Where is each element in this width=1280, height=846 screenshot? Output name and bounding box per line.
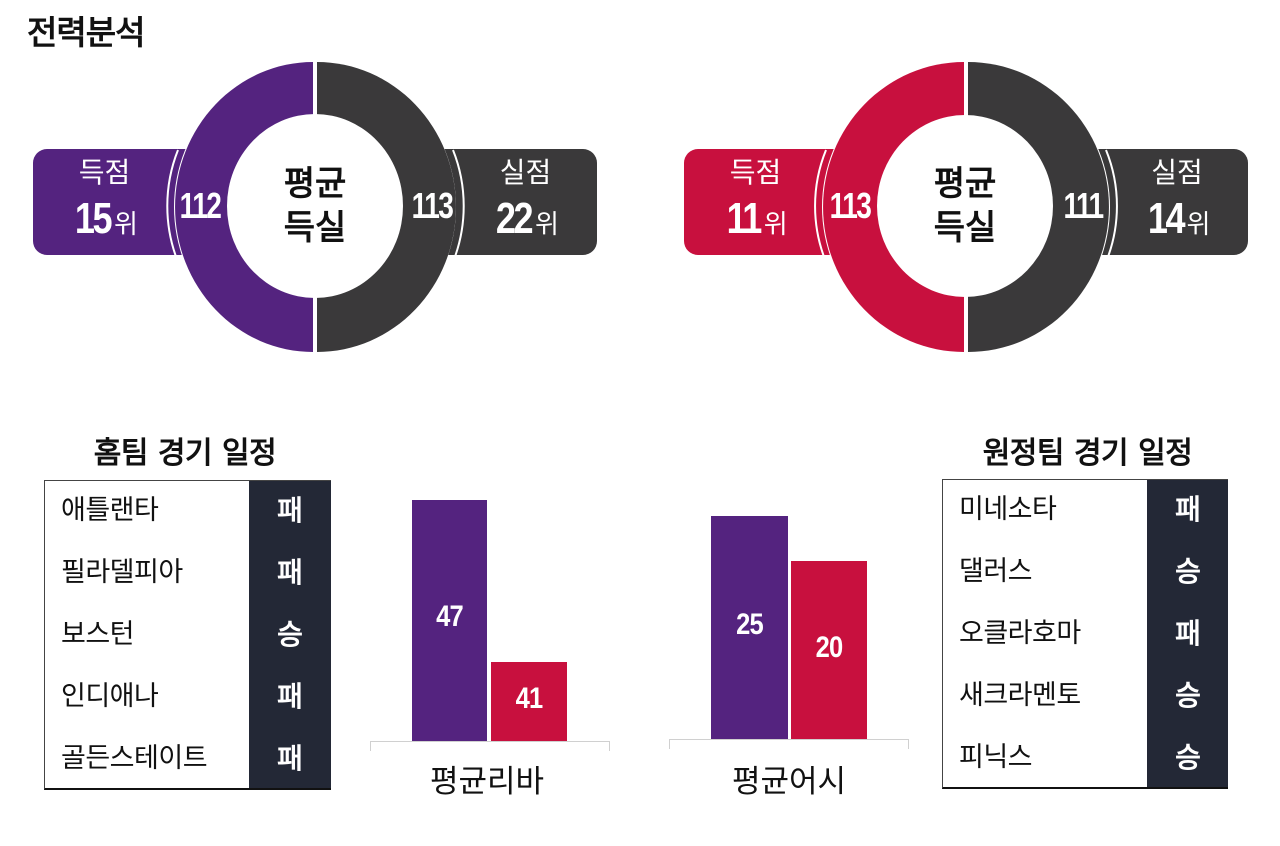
game-result: 패 bbox=[277, 680, 303, 713]
game-result: 승 bbox=[1175, 741, 1201, 774]
home-rebounds-bar: 47 bbox=[412, 500, 487, 741]
schedule-row: 미네소타 패 bbox=[943, 480, 1228, 542]
game-result: 승 bbox=[277, 618, 303, 651]
scored-label: 득점 bbox=[729, 156, 782, 189]
scored-label: 득점 bbox=[78, 156, 131, 189]
game-result: 패 bbox=[277, 742, 303, 775]
away-donut bbox=[814, 60, 1118, 354]
opponent-name: 댈러스 bbox=[959, 556, 1033, 587]
game-result: 승 bbox=[1175, 679, 1201, 712]
home-scored-value: 112 bbox=[179, 185, 222, 226]
scored-rank: 11 위 bbox=[726, 194, 788, 243]
schedule-row: 새크라멘토 승 bbox=[943, 666, 1228, 728]
scored-rank: 15 위 bbox=[74, 194, 138, 243]
opponent-name: 새크라멘토 bbox=[959, 680, 1081, 711]
schedule-row: 골든스테이트 패 bbox=[45, 729, 331, 791]
result-column bbox=[249, 481, 331, 788]
game-result: 패 bbox=[277, 494, 303, 527]
home-donut bbox=[166, 60, 465, 354]
opponent-name: 인디애나 bbox=[61, 681, 159, 712]
schedule-row: 인디애나 패 bbox=[45, 667, 331, 729]
home-schedule-title: 홈팀 경기 일정 bbox=[93, 436, 277, 471]
game-result: 패 bbox=[1175, 493, 1201, 526]
opponent-name: 오클라호마 bbox=[959, 618, 1081, 649]
allowed-label: 실점 bbox=[499, 156, 552, 189]
away-schedule-title: 원정팀 경기 일정 bbox=[982, 436, 1193, 471]
x-axis bbox=[370, 741, 610, 751]
away-schedule-table: 미네소타 패 댈러스 승 오클라호마 패 새크라멘토 승 피닉스 승 bbox=[942, 479, 1228, 789]
away-allowed-value: 111 bbox=[1063, 185, 1104, 226]
game-result: 승 bbox=[1175, 555, 1201, 588]
schedule-row: 필라델피아 패 bbox=[45, 543, 331, 605]
away-ring-center-label: 평균 득실 bbox=[933, 164, 997, 248]
result-column bbox=[1147, 480, 1228, 787]
schedule-row: 댈러스 승 bbox=[943, 542, 1228, 604]
allowed-label: 실점 bbox=[1151, 156, 1203, 189]
assists-label: 평균어시 bbox=[731, 764, 847, 800]
home-assists-bar: 25 bbox=[711, 516, 788, 739]
opponent-name: 피닉스 bbox=[959, 742, 1033, 773]
schedule-row: 오클라호마 패 bbox=[943, 604, 1228, 666]
game-result: 패 bbox=[277, 556, 303, 589]
allowed-rank: 22 위 bbox=[495, 194, 559, 243]
opponent-name: 필라델피아 bbox=[61, 557, 183, 588]
schedule-row: 애틀랜타 패 bbox=[45, 481, 331, 543]
away-rebounds-bar: 41 bbox=[491, 662, 567, 741]
schedule-row: 보스턴 승 bbox=[45, 605, 331, 667]
away-assists-bar: 20 bbox=[791, 561, 867, 739]
x-axis bbox=[669, 739, 909, 749]
opponent-name: 보스턴 bbox=[61, 619, 135, 650]
opponent-name: 골든스테이트 bbox=[61, 743, 208, 774]
schedule-row: 피닉스 승 bbox=[943, 728, 1228, 790]
home-schedule-table: 애틀랜타 패 필라델피아 패 보스턴 승 인디애나 패 골든스테이트 패 bbox=[44, 480, 331, 790]
game-result: 패 bbox=[1175, 617, 1201, 650]
home-ring-center-label: 평균 득실 bbox=[283, 164, 347, 248]
rebounds-label: 평균리바 bbox=[429, 764, 545, 800]
page-title: 전력분석 bbox=[27, 13, 145, 52]
allowed-rank: 14 위 bbox=[1147, 194, 1211, 243]
home-allowed-value: 113 bbox=[411, 185, 454, 226]
away-scoring-ring: 득점 11 위 실점 14 위 113 111 평균 득실 bbox=[0, 0, 1280, 380]
opponent-name: 미네소타 bbox=[959, 494, 1057, 525]
home-scoring-ring: 득점 15 위 실점 22 위 112 113 평균 득실 bbox=[0, 0, 1280, 380]
away-scored-value: 113 bbox=[829, 185, 872, 226]
opponent-name: 애틀랜타 bbox=[61, 495, 159, 526]
